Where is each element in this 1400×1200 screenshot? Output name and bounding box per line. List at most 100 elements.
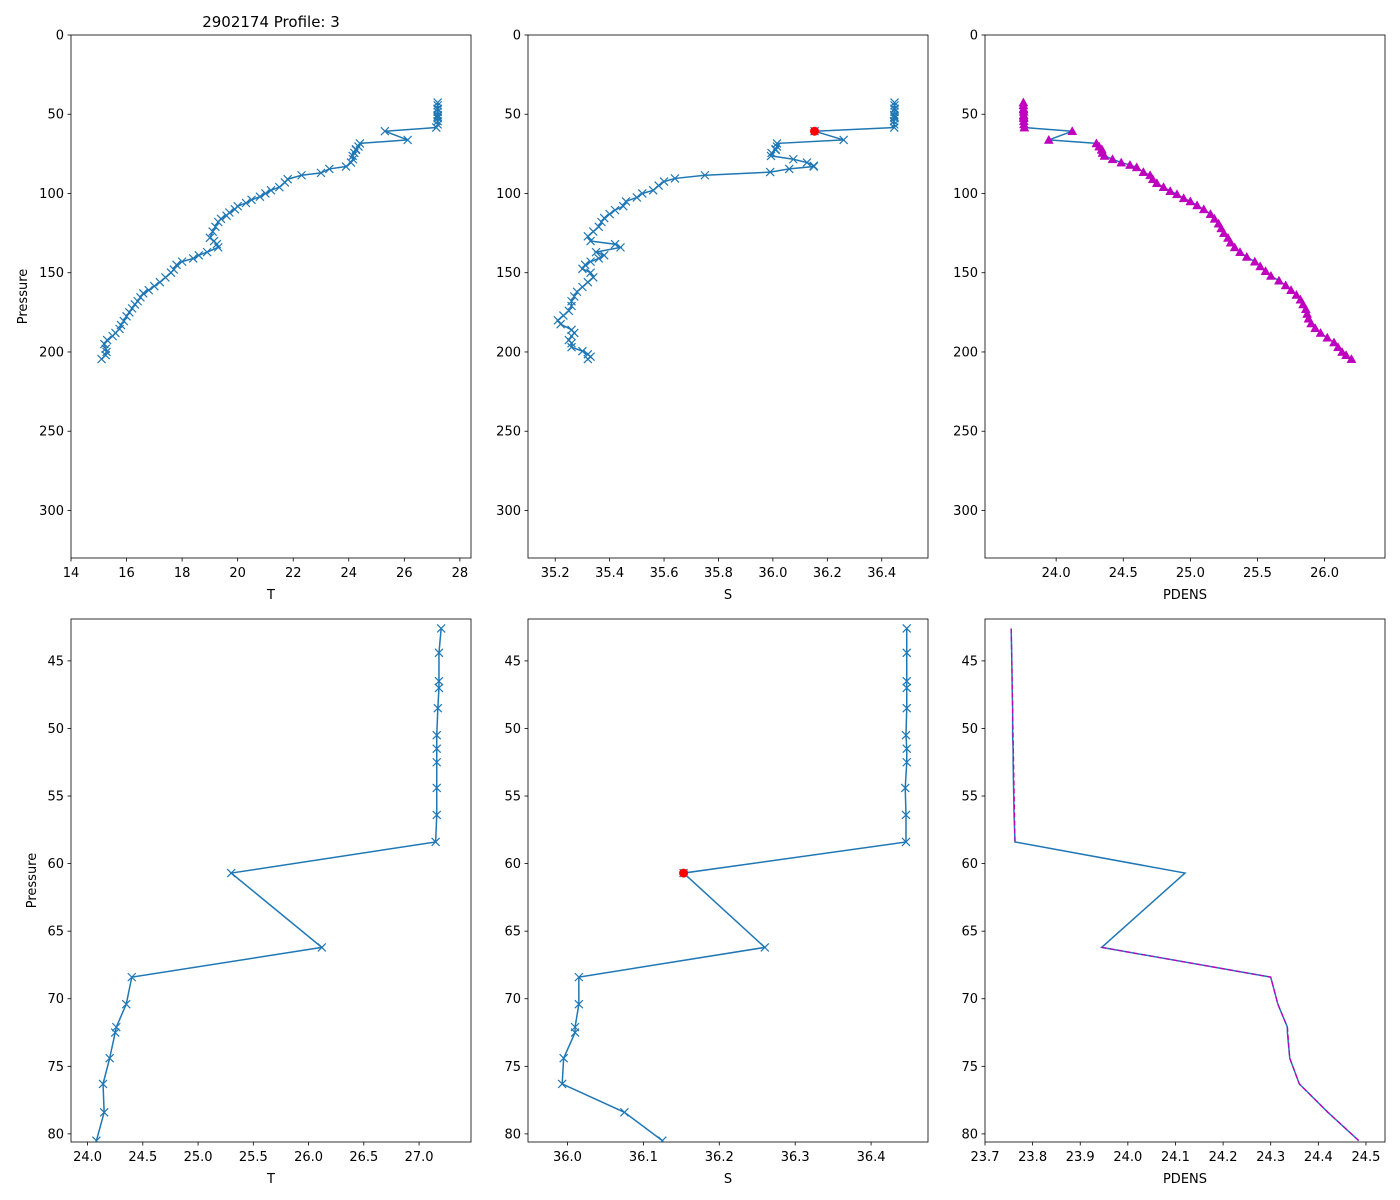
data-point [577, 346, 587, 356]
plot-area [97, 98, 443, 364]
data-point [597, 217, 606, 227]
data-point [902, 703, 912, 713]
data-point [91, 1136, 101, 1142]
plot-area [91, 624, 446, 1142]
data-point [226, 868, 236, 878]
density-point [1249, 256, 1260, 266]
data-point [570, 1028, 580, 1037]
data-point [771, 145, 781, 155]
y-tick-label: 0 [970, 29, 978, 44]
x-tick-label: 24.5 [1109, 566, 1138, 581]
x-tick-label: 25.5 [1243, 566, 1272, 581]
density-point [1138, 167, 1149, 176]
data-point [127, 303, 137, 313]
y-tick-label: 55 [504, 790, 521, 805]
data-point [637, 189, 647, 198]
data-point [213, 217, 223, 227]
density-point [1178, 193, 1189, 203]
data-point [111, 1022, 121, 1032]
data-point [274, 182, 284, 192]
data-point [553, 315, 563, 325]
axes-frame [70, 34, 472, 559]
data-point [569, 292, 579, 301]
data-point [172, 260, 181, 270]
panel-top-temperature: 14 16 18 20 22 24 26 28 0 50 100 150 200 250 300 T Press… [16, 29, 472, 603]
data-point [144, 285, 154, 295]
data-point [586, 257, 596, 267]
data-point [436, 624, 446, 633]
data-point [616, 242, 625, 252]
x-tick-label: 16 [118, 566, 135, 581]
data-point [766, 151, 776, 161]
data-point [177, 257, 187, 267]
data-point [102, 335, 112, 345]
density-point [1280, 280, 1291, 290]
density-overlay-line [1010, 628, 1016, 842]
density-point [1158, 182, 1169, 191]
data-point [902, 757, 912, 767]
density-point [1131, 162, 1142, 172]
plot-area [557, 624, 912, 1142]
data-point [900, 783, 910, 793]
data-point [559, 1053, 569, 1063]
data-point [324, 164, 334, 174]
data-point [765, 167, 775, 177]
data-point [556, 319, 566, 329]
y-tick-label: 100 [39, 187, 64, 202]
panel-top-density: 24.0 24.5 25.0 25.5 26.0 0 50 100 150 200 250 300 PD… [953, 29, 1386, 603]
data-point [222, 211, 231, 221]
data-point [659, 177, 669, 187]
x-tick-label: 22 [285, 566, 302, 581]
density-point [1329, 337, 1339, 347]
x-axis-label: PDENS [1163, 1172, 1207, 1187]
y-tick-label: 150 [953, 266, 978, 281]
data-point [788, 154, 798, 164]
data-point [433, 100, 443, 110]
data-point [108, 331, 118, 341]
y-tick-label: 300 [39, 504, 64, 519]
y-tick-label: 50 [47, 108, 64, 123]
density-point [1241, 251, 1252, 261]
figure-title: 2902174 Profile: 3 [202, 13, 340, 31]
data-point [605, 209, 615, 219]
x-tick-label: 24.2 [1209, 1150, 1238, 1165]
data-point [208, 227, 218, 236]
data-point [230, 204, 240, 214]
density-point [1151, 178, 1162, 188]
y-tick-label: 80 [47, 1127, 64, 1142]
data-point [297, 170, 306, 180]
x-tick-label: 36.0 [553, 1150, 582, 1165]
data-point [433, 703, 443, 713]
x-tick-label: 28 [452, 566, 469, 581]
data-point [105, 1053, 115, 1063]
density-point [1116, 157, 1127, 167]
x-tick-label: 24.3 [1256, 1150, 1285, 1165]
density-point [1255, 261, 1266, 271]
data-point [194, 250, 204, 260]
x-tick-label: 36.0 [758, 566, 787, 581]
data-point [97, 354, 106, 364]
axes-frame [527, 34, 929, 559]
x-tick-label: 26.0 [294, 1150, 323, 1165]
data-point [110, 1028, 120, 1037]
data-point [130, 299, 140, 309]
data-point [809, 162, 819, 171]
data-point [619, 1107, 629, 1117]
x-tick-label: 36.2 [705, 1150, 734, 1165]
y-tick-label: 200 [953, 345, 978, 360]
y-tick-label: 65 [47, 925, 64, 940]
data-point [621, 196, 631, 206]
density-point [1107, 154, 1118, 164]
y-tick-label: 45 [961, 654, 978, 669]
axes-frame [527, 618, 929, 1143]
data-point [432, 783, 442, 793]
data-point [101, 344, 111, 354]
data-point [155, 277, 165, 287]
x-tick-label: 20 [229, 566, 246, 581]
y-tick-label: 200 [39, 345, 64, 360]
x-tick-label: 35.8 [704, 566, 733, 581]
data-point [255, 192, 265, 202]
data-point [567, 331, 576, 341]
data-point [98, 1079, 108, 1089]
x-tick-label: 26.5 [349, 1150, 378, 1165]
